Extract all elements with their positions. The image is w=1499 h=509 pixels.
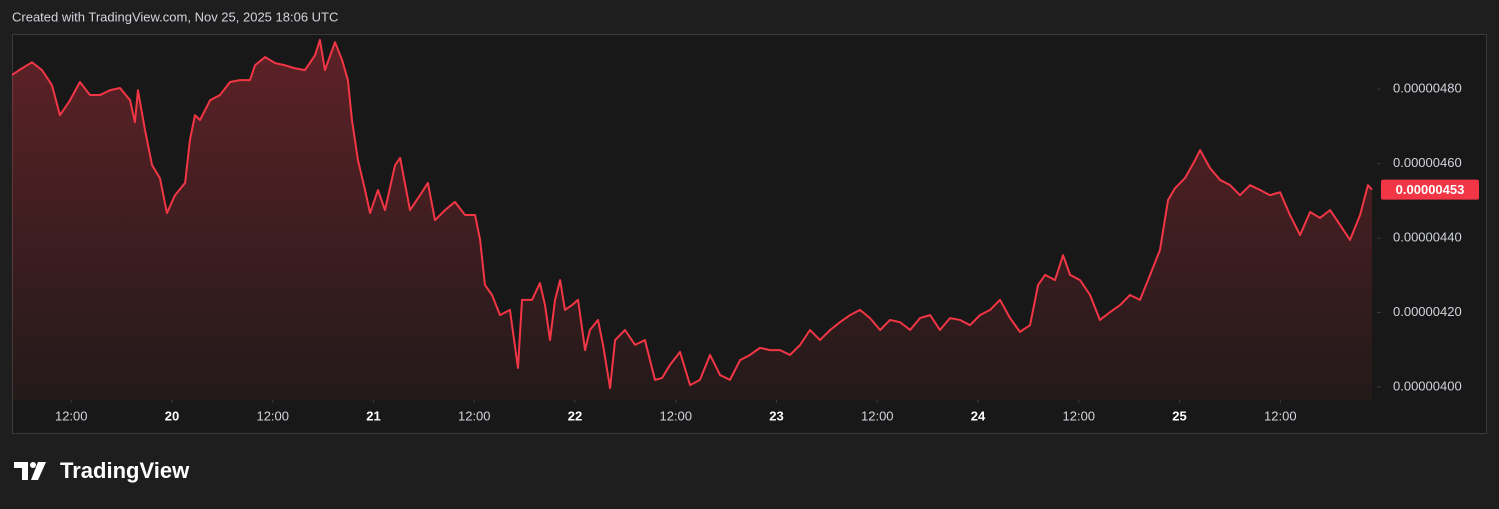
brand-logo: TradingView: [14, 458, 190, 483]
y-tick-label: 0.00000480: [1393, 81, 1462, 96]
price-tag-label: 0.00000453: [1396, 182, 1465, 197]
header: Created with TradingView.com, Nov 25, 20…: [12, 9, 338, 24]
logo-mark: [30, 462, 36, 468]
x-tick-label: 21: [366, 408, 380, 423]
y-tick-label: 0.00000460: [1393, 155, 1462, 170]
x-tick-label: 12:00: [1063, 408, 1096, 423]
x-tick-label: 22: [568, 408, 582, 423]
x-tick-label: 20: [165, 408, 179, 423]
x-tick-label: 24: [971, 408, 986, 423]
logo-mark: [14, 462, 28, 480]
logo-mark: [31, 462, 46, 480]
plot-area: [12, 38, 1373, 400]
x-tick-label: 12:00: [55, 408, 88, 423]
area: [12, 39, 1372, 400]
x-tick-label: 25: [1172, 408, 1186, 423]
x-tick-label: 12:00: [659, 408, 692, 423]
x-tick-label: 12:00: [861, 408, 894, 423]
x-tick-label: 12:00: [458, 408, 491, 423]
brand-name: TradingView: [60, 458, 190, 483]
x-tick-label: 23: [769, 408, 783, 423]
y-tick-label: 0.00000440: [1393, 229, 1462, 244]
price-line: [12, 38, 1373, 390]
x-tick-label: 12:00: [1264, 408, 1297, 423]
y-tick-label: 0.00000400: [1393, 378, 1462, 393]
x-tick-label: 12:00: [256, 408, 289, 423]
price-tag: [1381, 179, 1479, 200]
y-tick-label: 0.00000420: [1393, 304, 1462, 319]
